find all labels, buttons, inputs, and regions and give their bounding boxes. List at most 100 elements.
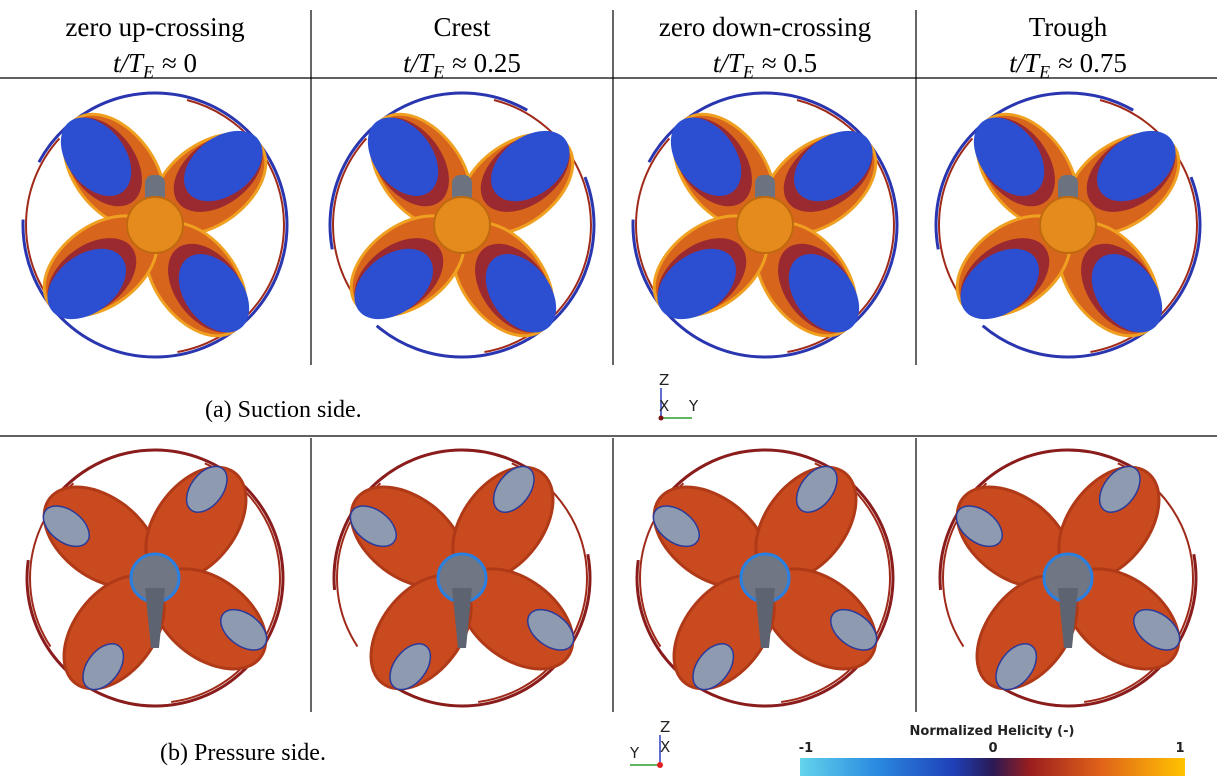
tip-vortex-ring [336,452,588,704]
blade-surface [354,248,433,320]
tip-vortex-ring [938,448,1198,708]
tip-vortex-ring [328,91,596,359]
tip-vortex-ring [25,448,285,708]
blade-surface [830,608,878,651]
x-axis [657,762,663,768]
hub-cone [1058,588,1078,648]
hub [1039,196,1097,254]
hub-cone [145,588,165,648]
blade-surface [1133,608,1181,651]
column-label: Crest [434,12,491,42]
hub-cone [452,588,472,648]
tip-vortex-ring [29,452,281,704]
axis-label: X [659,397,669,415]
blade-surface [220,608,268,651]
blade-surface [795,465,838,513]
time-subscript: E [1038,62,1050,82]
time-symbol: t/T [713,48,745,78]
blade-surface [657,248,736,320]
blade [451,221,557,338]
blade-surface [82,643,125,691]
blade-surface [652,505,700,548]
propeller [635,448,895,708]
blade-surface [178,254,250,333]
time-value: ≈ 0 [162,48,197,78]
propeller [332,448,592,708]
blade [973,112,1079,229]
time-subscript: E [432,62,444,82]
blade-surface [995,643,1038,691]
axis-label: X [660,738,670,756]
time-symbol: t/T [403,48,435,78]
blade [151,130,268,236]
colorbar-tick-label: 0 [988,741,997,756]
hub [126,196,184,254]
blade [1064,567,1181,671]
axis-label: Y [629,744,640,762]
tip-vortex-ring [21,91,289,359]
blade-surface [1097,130,1176,202]
column-time: t/TE ≈ 0.75 [1009,48,1127,82]
colorbar-tick-label: -1 [799,741,813,756]
axis-label: Z [660,718,670,736]
blade [955,214,1072,320]
colorbar-title: Normalized Helicity (-) [910,724,1075,739]
axis-label: Y [688,397,699,415]
blade [458,567,575,671]
blade-surface [491,130,570,202]
tip-vortex-ring [631,91,899,359]
propeller [21,91,289,359]
tip-vortex-ring [635,95,895,355]
column-time: t/TE ≈ 0.25 [403,48,521,82]
blade-surface [1098,465,1141,513]
blade [144,221,250,338]
propeller [938,448,1198,708]
blade [1057,221,1163,338]
propeller [328,91,596,359]
blade [652,485,769,589]
time-subscript: E [742,62,754,82]
column-label: zero down-crossing [659,12,871,42]
blade-surface [42,505,90,548]
caption: (b) Pressure side. [160,740,326,766]
propeller [934,91,1202,359]
propeller [631,91,899,359]
blade [652,214,769,320]
hub-cone [755,588,775,648]
time-value: ≈ 0.5 [762,48,817,78]
hub [736,196,794,254]
blade [151,567,268,671]
time-symbol: t/T [1009,48,1041,78]
tip-vortex-ring [934,91,1202,359]
tip-vortex-ring [639,452,891,704]
column-time: t/TE ≈ 0 [113,48,197,82]
tip-vortex-ring [635,448,895,708]
tip-vortex-ring [938,95,1198,355]
column-label: zero up-crossing [65,12,244,42]
blade [1057,465,1161,582]
blade-surface [367,117,439,196]
blade-surface [692,643,735,691]
blade-surface [794,130,873,202]
colorbar-tick-label: 1 [1175,741,1184,756]
column-separators [310,10,917,712]
blade-surface [389,643,432,691]
blade [1064,130,1181,236]
blade-surface [492,465,535,513]
axis-triad: Z X Y [658,371,699,421]
blade [62,574,166,691]
tip-vortex-ring [332,448,592,708]
tip-vortex-ring [25,95,285,355]
time-symbol: t/T [113,48,145,78]
blade [60,112,166,229]
blade [369,574,473,691]
column-time: t/TE ≈ 0.5 [713,48,817,82]
blade [367,112,473,229]
tip-vortex-ring [942,452,1194,704]
blade [761,567,878,671]
blade-surface [788,254,860,333]
blade-surface [185,465,228,513]
propeller [25,448,285,708]
column-label: Trough [1029,12,1108,42]
